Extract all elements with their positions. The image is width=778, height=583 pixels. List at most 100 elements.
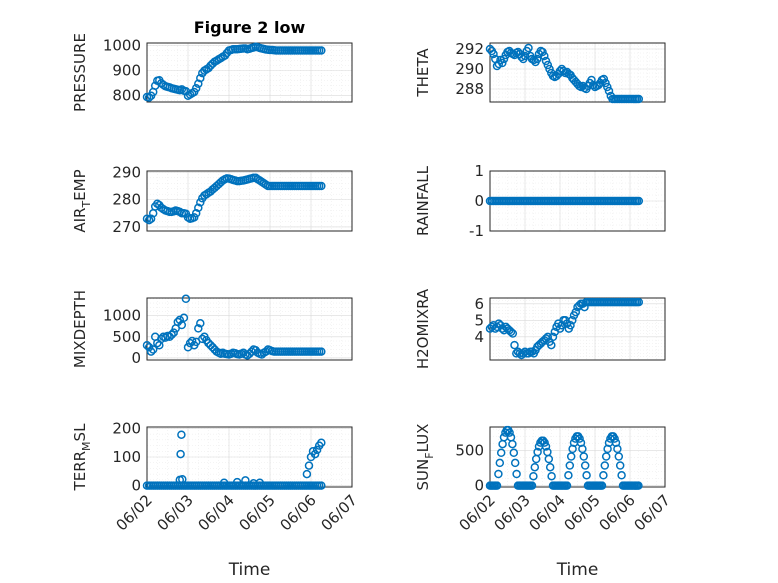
data-point <box>144 343 154 352</box>
data-point <box>489 49 498 59</box>
data-markers <box>485 196 644 206</box>
y-tick-label: 290 <box>112 163 141 181</box>
data-point <box>530 462 540 472</box>
data-point <box>177 320 187 330</box>
data-point <box>543 60 553 70</box>
data-point <box>634 196 644 206</box>
y-axis-label: TERRMSL <box>71 423 93 492</box>
data-point <box>601 78 610 88</box>
y-tick-label: 5 <box>474 311 484 329</box>
data-point <box>545 64 554 74</box>
data-point <box>510 458 520 468</box>
y-axis-label: SUNFLUX <box>414 424 436 491</box>
data-point <box>317 481 326 490</box>
data-point <box>615 461 625 470</box>
data-point <box>191 83 201 93</box>
y-tick-label: 270 <box>112 218 141 236</box>
data-point <box>617 471 626 480</box>
y-tick-label: 100 <box>112 448 141 466</box>
data-point <box>571 307 581 317</box>
y-tick-label: 0 <box>474 192 484 210</box>
data-point <box>541 56 551 66</box>
data-point <box>175 315 185 325</box>
axes-border <box>489 42 666 103</box>
data-point <box>545 462 555 472</box>
data-point <box>187 336 197 346</box>
data-point <box>529 471 538 481</box>
data-point <box>181 294 191 304</box>
data-markers <box>142 173 326 225</box>
data-point <box>146 347 156 356</box>
data-point <box>198 334 207 344</box>
y-axis-label: PRESSURE <box>71 33 89 112</box>
data-point <box>189 213 199 222</box>
y-tick-label: 0 <box>131 477 141 495</box>
data-point <box>310 449 320 459</box>
data-point <box>317 347 326 356</box>
y-tick-label: 0 <box>474 477 484 495</box>
x-axis-label: Time <box>556 560 599 580</box>
y-tick-label: 1000 <box>103 37 141 55</box>
data-point <box>541 442 551 451</box>
subplot-h2omixra: 456 H2OMIXRA <box>414 288 666 369</box>
data-point <box>261 347 271 356</box>
data-point <box>241 476 250 485</box>
data-point <box>547 471 556 481</box>
data-markers <box>485 425 643 490</box>
data-point <box>543 332 553 342</box>
data-markers <box>485 43 644 104</box>
data-point <box>176 449 185 459</box>
data-point <box>509 448 519 458</box>
data-markers <box>142 294 326 360</box>
data-point <box>144 215 154 225</box>
data-point <box>599 74 609 84</box>
data-point <box>495 458 505 468</box>
y-tick-label: 280 <box>112 191 141 209</box>
data-point <box>634 481 643 490</box>
y-tick-label: 200 <box>112 419 141 437</box>
y-tick-label: 900 <box>112 62 141 80</box>
data-point <box>575 434 584 443</box>
data-point <box>564 471 573 480</box>
data-point <box>194 79 203 88</box>
subplot-rainfall: -1 0 1 RAINFALL <box>414 162 666 240</box>
data-point <box>498 58 507 68</box>
y-axis-label: H2OMIXRA <box>414 288 432 369</box>
data-point <box>317 46 326 55</box>
data-point <box>496 448 506 458</box>
data-markers <box>142 430 326 490</box>
data-point <box>599 471 608 480</box>
y-tick-label: 290 <box>455 60 484 78</box>
data-point <box>603 82 612 92</box>
data-point <box>517 52 526 62</box>
data-point <box>566 321 575 330</box>
data-point <box>196 319 205 328</box>
data-point <box>540 51 549 61</box>
data-point <box>194 203 203 213</box>
y-tick-label: 292 <box>455 40 484 58</box>
y-tick-label: 1 <box>474 162 484 180</box>
data-point <box>494 469 503 479</box>
data-point <box>196 198 205 207</box>
data-point <box>614 452 624 461</box>
data-point <box>142 340 152 350</box>
y-tick-label: -1 <box>469 222 484 240</box>
data-point <box>232 477 242 487</box>
data-markers <box>485 297 644 360</box>
data-point <box>529 55 539 65</box>
data-point <box>597 481 607 490</box>
axes-border <box>489 297 666 361</box>
axes-border <box>146 170 353 232</box>
data-point <box>494 59 504 69</box>
data-point <box>317 181 326 191</box>
subplot-air: 270 280 290 AIRTEMP <box>71 163 353 236</box>
data-markers <box>142 42 326 102</box>
data-point <box>191 209 201 218</box>
subplot-pressure: 800 900 1000 PRESSURE Figure 2 low <box>71 18 353 112</box>
y-axis-label: MIXDEPTH <box>71 290 89 368</box>
data-point <box>194 324 203 333</box>
data-point <box>312 445 322 455</box>
subplot-theta: 288 290 292 THETA <box>414 40 666 104</box>
data-point <box>249 479 258 488</box>
data-point <box>547 340 556 350</box>
